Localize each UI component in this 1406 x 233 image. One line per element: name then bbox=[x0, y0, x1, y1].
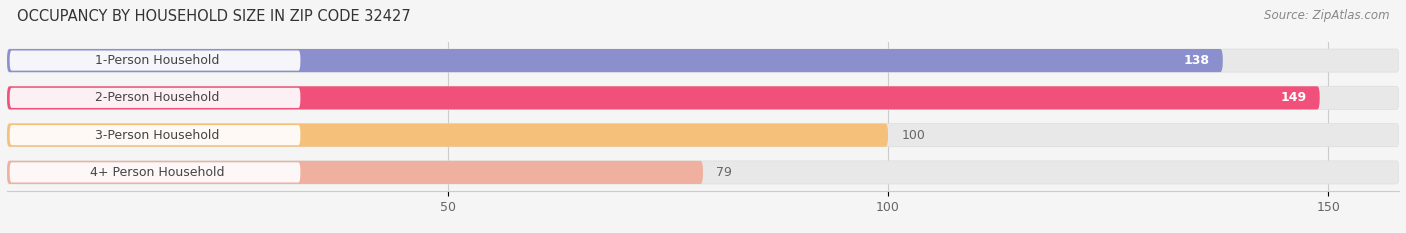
Text: 3-Person Household: 3-Person Household bbox=[94, 129, 219, 142]
Text: 1-Person Household: 1-Person Household bbox=[94, 54, 219, 67]
Text: 79: 79 bbox=[716, 166, 733, 179]
Text: Source: ZipAtlas.com: Source: ZipAtlas.com bbox=[1264, 9, 1389, 22]
Text: 138: 138 bbox=[1184, 54, 1209, 67]
Text: OCCUPANCY BY HOUSEHOLD SIZE IN ZIP CODE 32427: OCCUPANCY BY HOUSEHOLD SIZE IN ZIP CODE … bbox=[17, 9, 411, 24]
FancyBboxPatch shape bbox=[7, 123, 1399, 147]
FancyBboxPatch shape bbox=[7, 161, 1399, 184]
FancyBboxPatch shape bbox=[7, 86, 1399, 110]
FancyBboxPatch shape bbox=[7, 161, 703, 184]
Text: 4+ Person Household: 4+ Person Household bbox=[90, 166, 224, 179]
Text: 149: 149 bbox=[1281, 91, 1306, 104]
FancyBboxPatch shape bbox=[10, 88, 301, 108]
FancyBboxPatch shape bbox=[10, 51, 301, 71]
Text: 2-Person Household: 2-Person Household bbox=[94, 91, 219, 104]
FancyBboxPatch shape bbox=[7, 49, 1223, 72]
FancyBboxPatch shape bbox=[7, 86, 1320, 110]
Text: 100: 100 bbox=[901, 129, 925, 142]
FancyBboxPatch shape bbox=[7, 49, 1399, 72]
FancyBboxPatch shape bbox=[10, 162, 301, 182]
FancyBboxPatch shape bbox=[10, 125, 301, 145]
FancyBboxPatch shape bbox=[7, 123, 889, 147]
